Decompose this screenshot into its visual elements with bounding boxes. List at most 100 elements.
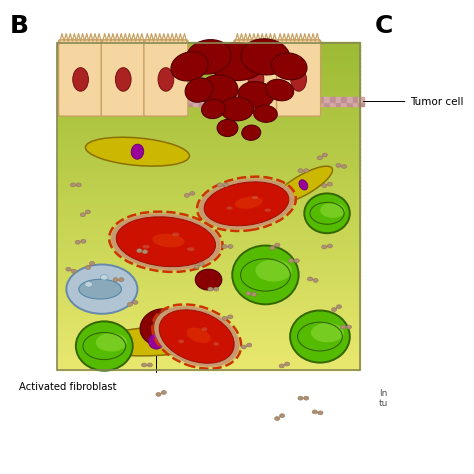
Bar <box>137 97 142 101</box>
Bar <box>57 50 360 55</box>
Bar <box>91 97 97 101</box>
Ellipse shape <box>152 304 241 369</box>
Ellipse shape <box>228 315 233 319</box>
Bar <box>284 97 290 101</box>
Bar <box>57 91 360 96</box>
Bar <box>239 101 245 107</box>
Ellipse shape <box>217 183 222 187</box>
Ellipse shape <box>142 245 150 248</box>
Bar <box>347 101 353 107</box>
Ellipse shape <box>340 325 346 329</box>
Bar <box>273 101 279 107</box>
Bar <box>193 97 199 101</box>
Bar <box>222 97 228 101</box>
Bar <box>57 197 360 202</box>
Bar <box>57 107 360 112</box>
Bar <box>57 160 360 165</box>
Bar <box>233 101 239 107</box>
Bar <box>307 97 313 101</box>
Bar <box>171 97 176 101</box>
Ellipse shape <box>161 391 166 394</box>
Ellipse shape <box>322 153 328 157</box>
Ellipse shape <box>346 325 352 329</box>
Bar <box>57 111 360 116</box>
Bar <box>108 101 114 107</box>
Ellipse shape <box>220 97 254 121</box>
Bar <box>57 266 360 272</box>
Bar <box>245 101 250 107</box>
Bar <box>63 97 68 101</box>
Bar <box>57 222 360 227</box>
Ellipse shape <box>214 287 219 291</box>
Bar <box>57 226 360 231</box>
Bar <box>57 303 360 309</box>
Bar <box>57 348 360 354</box>
Ellipse shape <box>320 203 345 218</box>
Bar <box>57 124 360 128</box>
Bar <box>284 101 290 107</box>
Ellipse shape <box>184 193 190 197</box>
Bar <box>57 328 360 333</box>
Bar <box>193 101 199 107</box>
Bar <box>57 295 360 300</box>
Bar <box>57 95 360 100</box>
Bar <box>119 101 125 107</box>
Text: Activated fibroblast: Activated fibroblast <box>19 382 117 392</box>
Ellipse shape <box>198 75 238 105</box>
Ellipse shape <box>140 309 182 346</box>
Ellipse shape <box>158 68 174 91</box>
Bar <box>290 101 296 107</box>
Bar <box>57 173 360 178</box>
Bar <box>273 97 279 101</box>
Ellipse shape <box>252 196 258 199</box>
Bar <box>296 97 301 101</box>
Bar <box>57 42 360 47</box>
Ellipse shape <box>274 166 333 203</box>
Bar <box>57 353 360 357</box>
Bar <box>57 101 63 107</box>
Bar <box>57 66 360 71</box>
Ellipse shape <box>271 53 307 80</box>
Bar <box>91 101 97 107</box>
Bar <box>57 46 360 51</box>
Bar <box>57 177 360 182</box>
Bar <box>353 101 358 107</box>
Ellipse shape <box>274 417 280 420</box>
Ellipse shape <box>298 169 303 173</box>
Bar <box>57 283 360 288</box>
Bar <box>205 97 210 101</box>
Bar <box>199 101 205 107</box>
Ellipse shape <box>312 410 318 414</box>
FancyBboxPatch shape <box>59 40 102 116</box>
Ellipse shape <box>279 364 284 368</box>
Ellipse shape <box>111 213 221 270</box>
Ellipse shape <box>131 144 144 159</box>
Bar <box>119 97 125 101</box>
Ellipse shape <box>199 179 294 229</box>
Ellipse shape <box>115 68 131 91</box>
Bar <box>250 101 256 107</box>
Ellipse shape <box>148 333 164 349</box>
Bar <box>250 97 256 101</box>
Bar <box>336 97 341 101</box>
Bar <box>182 101 188 107</box>
Bar <box>245 97 250 101</box>
Bar <box>108 97 114 101</box>
FancyBboxPatch shape <box>101 40 145 116</box>
Bar <box>57 97 63 101</box>
Ellipse shape <box>76 183 82 187</box>
Bar <box>57 164 360 169</box>
Bar <box>74 101 80 107</box>
Ellipse shape <box>156 392 161 396</box>
Bar <box>85 97 91 101</box>
Bar <box>57 250 360 255</box>
Ellipse shape <box>186 40 231 74</box>
Ellipse shape <box>304 193 350 233</box>
Bar <box>102 101 108 107</box>
Ellipse shape <box>90 327 223 356</box>
Bar <box>57 291 360 296</box>
Bar <box>57 361 360 365</box>
Ellipse shape <box>141 363 146 367</box>
Bar <box>57 299 360 304</box>
Ellipse shape <box>299 180 308 190</box>
